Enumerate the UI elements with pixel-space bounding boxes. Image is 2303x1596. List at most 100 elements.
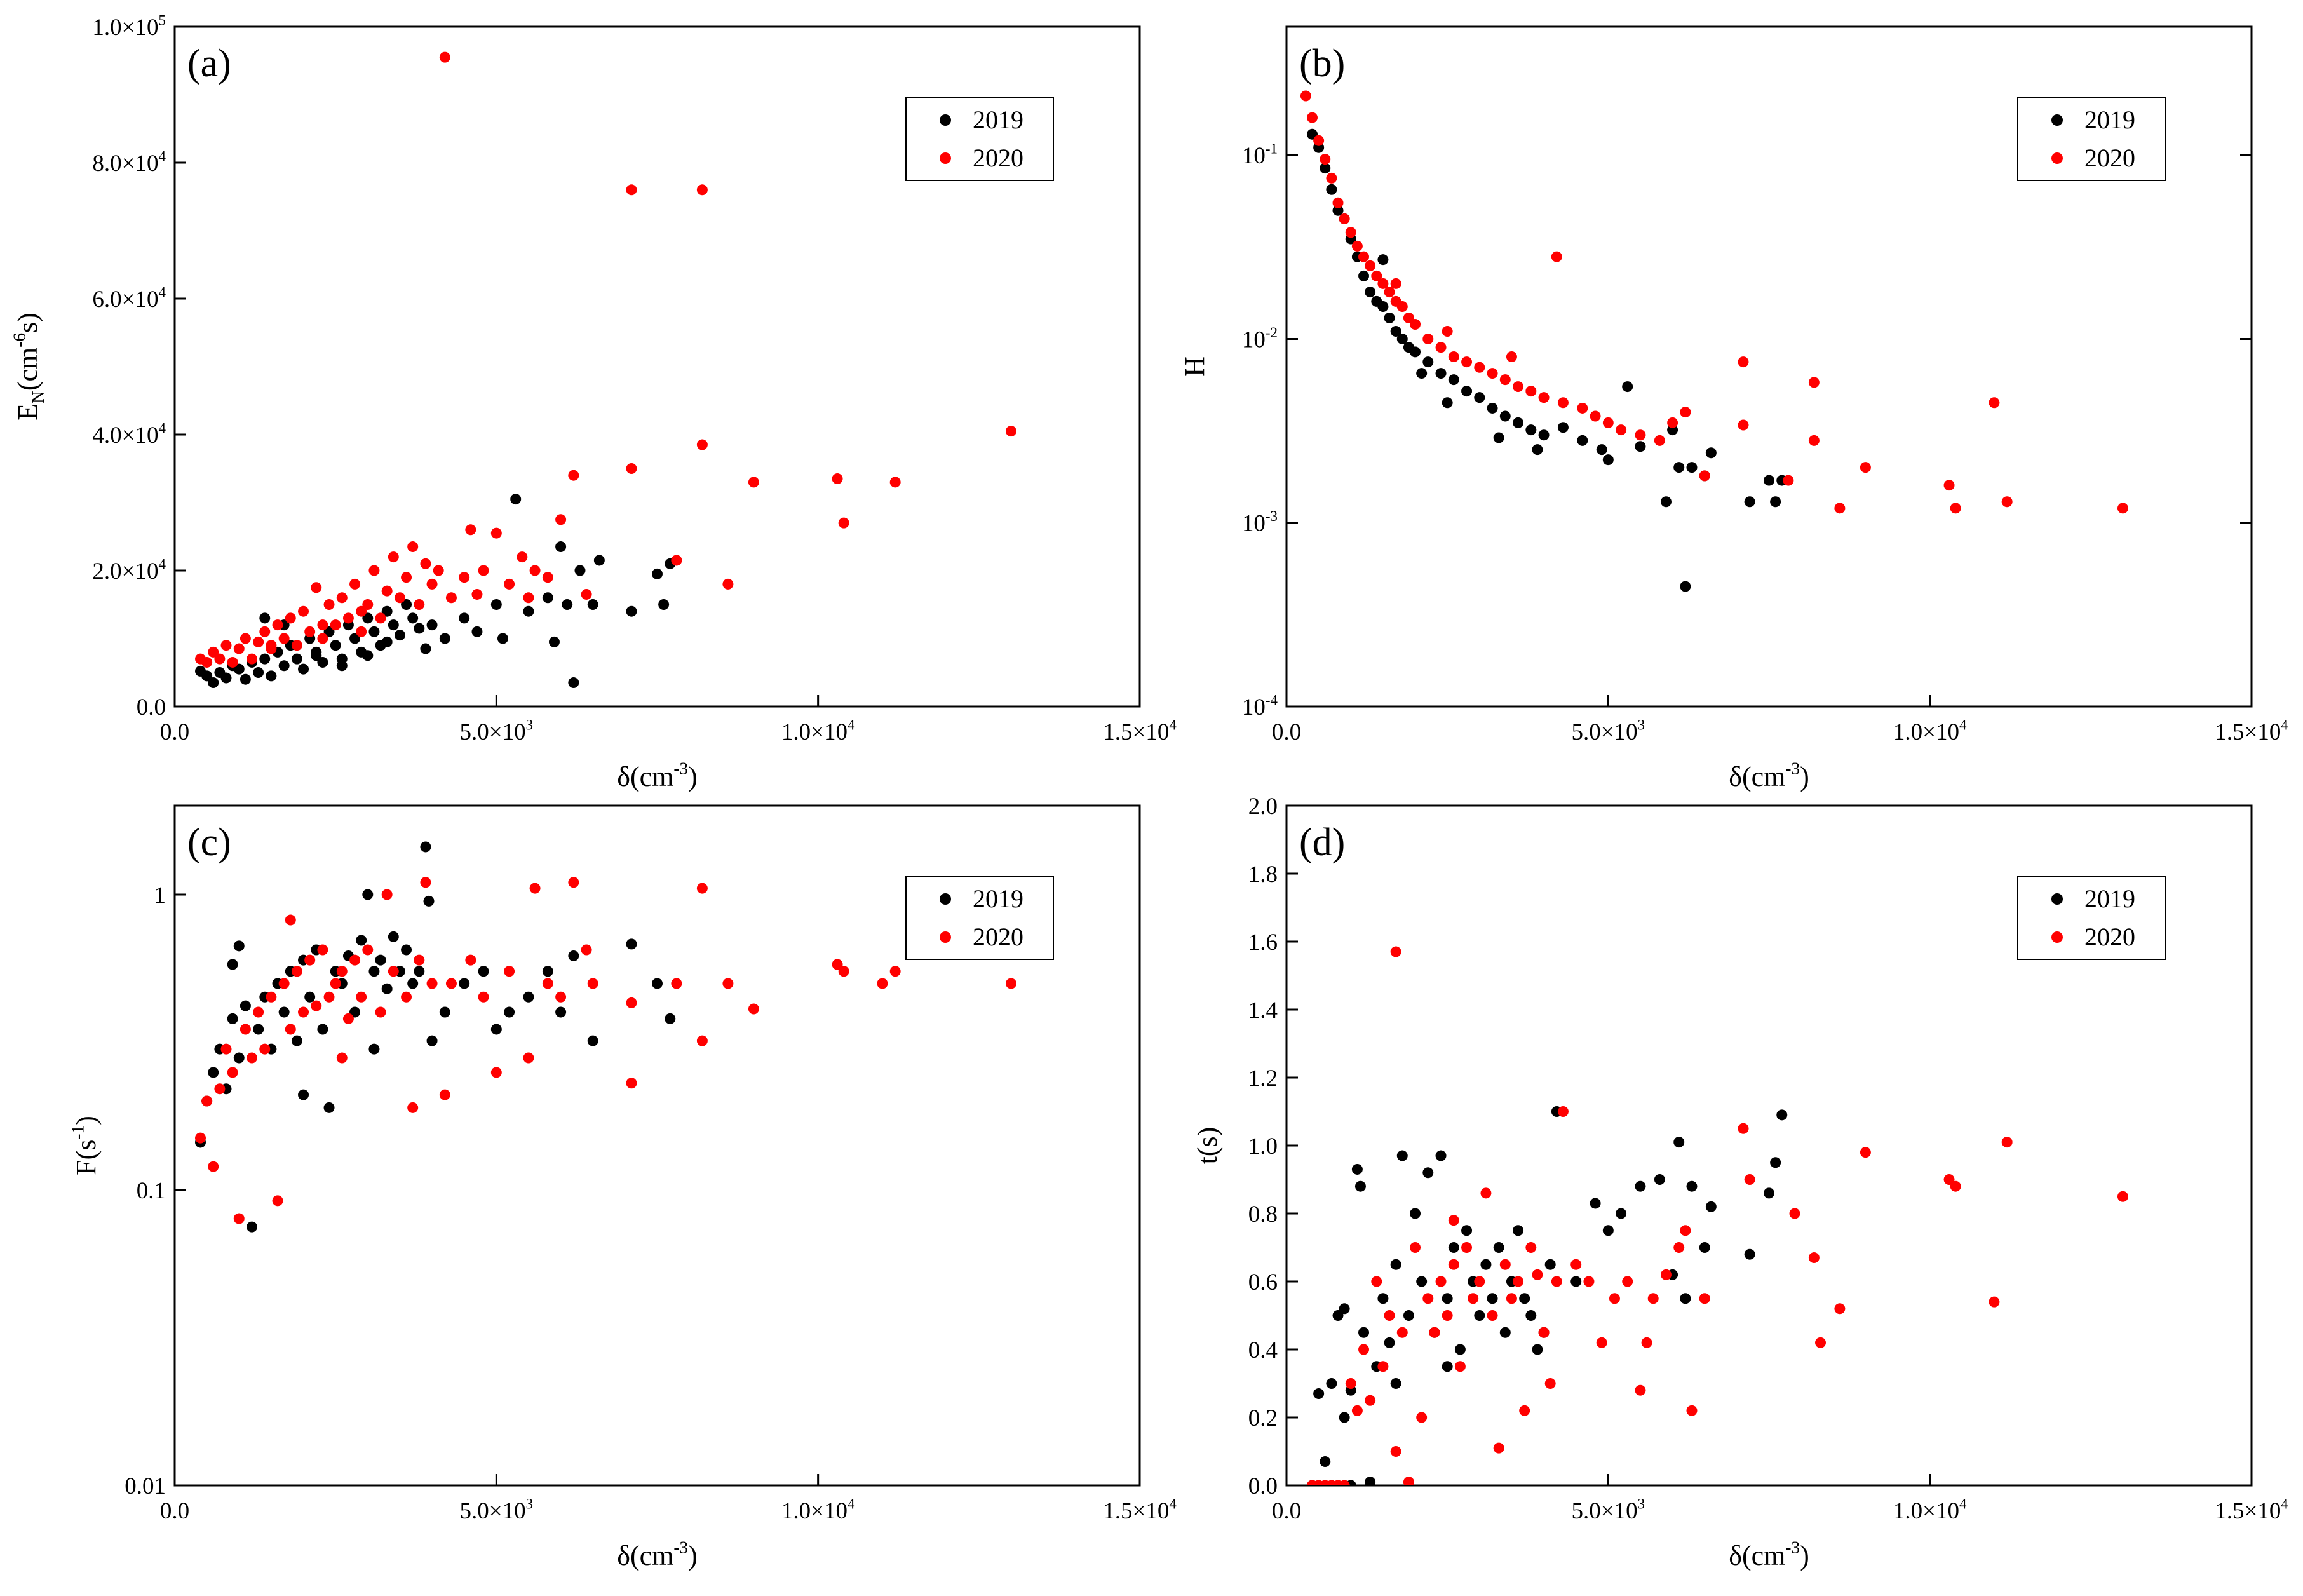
point-2020: [388, 966, 399, 977]
point-2019: [298, 663, 309, 675]
point-2019: [1403, 1310, 1414, 1321]
point-2019: [1377, 254, 1389, 266]
point-2020: [247, 653, 258, 665]
point-2020: [414, 954, 425, 966]
point-2020: [1943, 480, 1955, 491]
point-2020: [1442, 1310, 1453, 1321]
point-2020: [478, 991, 489, 1003]
legend-box: [905, 876, 1054, 960]
legend-label-2019: 2019: [973, 884, 1023, 913]
panel-label: (a): [187, 42, 231, 85]
point-2020: [266, 640, 277, 651]
point-2020: [401, 572, 412, 583]
point-2020: [1686, 1405, 1698, 1416]
point-2019: [1622, 381, 1633, 393]
point-2020: [1557, 397, 1569, 409]
point-2020: [375, 612, 386, 624]
point-2020: [208, 646, 219, 658]
point-2020: [542, 978, 553, 989]
point-2020: [1950, 1180, 1961, 1192]
point-2019: [626, 605, 637, 617]
point-2020: [1744, 1174, 1755, 1185]
point-2019: [388, 619, 399, 631]
point-2019: [1673, 1137, 1685, 1148]
point-2020: [490, 1067, 502, 1078]
point-2019: [1461, 1225, 1473, 1236]
y-tick-label: 10-4: [1242, 692, 1278, 720]
point-2020: [1538, 392, 1550, 403]
point-2019: [298, 1089, 309, 1100]
point-2019: [388, 931, 399, 942]
point-2019: [1557, 422, 1569, 433]
point-2020: [336, 1052, 348, 1064]
point-2019: [1390, 1378, 1401, 1389]
point-2020: [1300, 90, 1311, 102]
point-2019: [420, 643, 431, 654]
point-2020: [1487, 368, 1498, 379]
point-2019: [568, 950, 579, 962]
point-2020: [227, 656, 238, 668]
point-2020: [214, 1083, 226, 1095]
point-2020: [240, 633, 251, 644]
point-2019: [233, 1052, 245, 1064]
point-2019: [362, 612, 374, 624]
point-2019: [227, 959, 238, 970]
point-2019: [1396, 333, 1408, 344]
point-2020: [1506, 351, 1517, 362]
point-2019: [658, 599, 670, 610]
panel-label: (d): [1299, 821, 1345, 864]
point-2020: [1365, 260, 1376, 271]
x-tick-label: 5.0×103: [1572, 717, 1645, 745]
point-2020: [889, 966, 901, 977]
point-2019: [1377, 1293, 1389, 1304]
point-2020: [1499, 374, 1511, 386]
point-2020: [748, 477, 759, 488]
point-2020: [1339, 213, 1350, 225]
point-2020: [323, 991, 335, 1003]
point-2019: [317, 1024, 328, 1035]
point-2019: [1596, 444, 1607, 456]
point-2019: [1570, 1276, 1582, 1287]
point-2020: [478, 565, 489, 576]
point-2019: [1602, 454, 1614, 466]
point-2020: [1422, 333, 1434, 344]
x-tick-label: 5.0×103: [1572, 1496, 1645, 1524]
point-2020: [420, 877, 431, 888]
point-2019: [362, 650, 374, 661]
point-2020: [1860, 1147, 1871, 1158]
point-2019: [439, 1006, 450, 1018]
point-2020: [1435, 342, 1447, 353]
point-2020: [555, 991, 567, 1003]
legend-marker-2019: [2051, 893, 2063, 905]
y-tick-label: 0.01: [125, 1473, 166, 1499]
x-tick-label: 0.0: [1272, 1498, 1301, 1524]
x-tick-label: 0.0: [160, 719, 189, 745]
point-2020: [696, 439, 708, 450]
point-2019: [259, 653, 271, 665]
point-2019: [1776, 1109, 1788, 1121]
point-2019: [1519, 1293, 1530, 1304]
legend-label-2020: 2020: [973, 923, 1023, 951]
point-2019: [356, 935, 367, 946]
point-2019: [1705, 447, 1717, 459]
point-2019: [368, 626, 380, 637]
point-2019: [587, 1035, 598, 1046]
point-2020: [1950, 503, 1961, 514]
point-2019: [1461, 386, 1473, 397]
point-2020: [626, 184, 637, 196]
point-2020: [220, 1043, 232, 1055]
point-2020: [1429, 1327, 1440, 1338]
point-2020: [227, 1067, 238, 1078]
point-2019: [1354, 1180, 1366, 1192]
point-2019: [1410, 346, 1421, 358]
y-tick-label: 1.0×105: [92, 12, 166, 41]
point-2020: [349, 578, 361, 590]
point-2020: [1699, 470, 1710, 482]
point-2019: [381, 605, 393, 617]
panel-b: 0.0 5.0×103 1.0×104 1.5×104 10-4 10-3 10-2 10-1…: [1179, 25, 2288, 792]
point-2019: [1770, 496, 1781, 508]
point-2019: [459, 978, 470, 989]
point-2020: [407, 541, 419, 553]
point-2019: [1442, 1293, 1453, 1304]
point-2019: [201, 670, 213, 682]
